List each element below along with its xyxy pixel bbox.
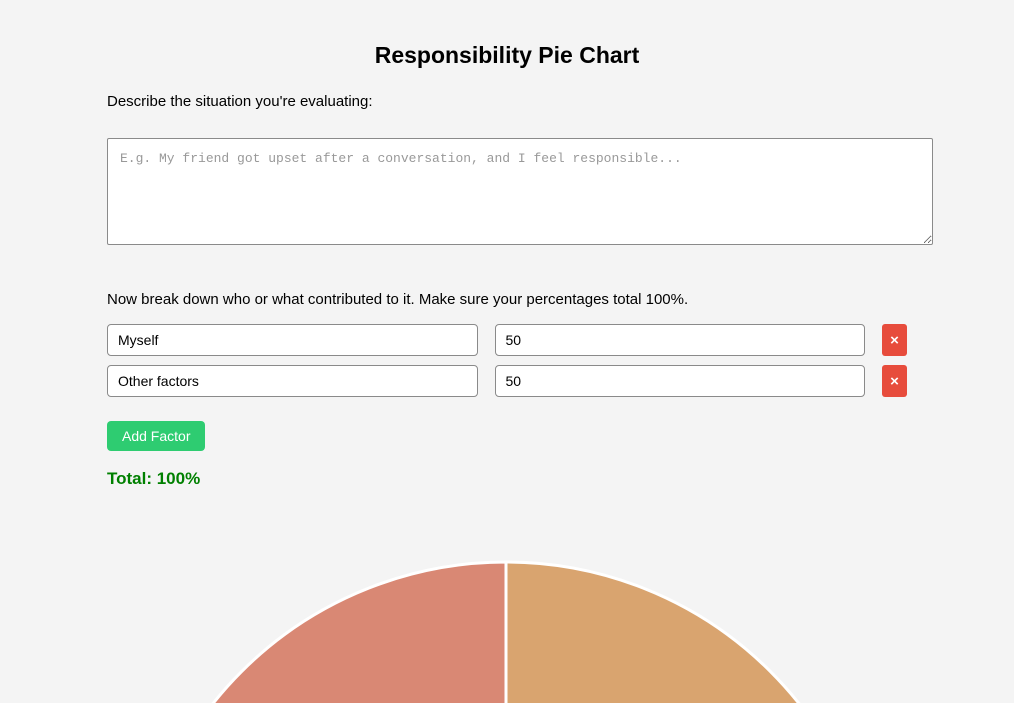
factor-percent-input-2[interactable] [494, 365, 865, 397]
pie-slice-left [211, 560, 508, 703]
remove-factor-button-1[interactable]: × [882, 324, 907, 356]
pie-slice-right [504, 560, 801, 703]
page-title: Responsibility Pie Chart [374, 42, 640, 68]
main-container: Responsibility Pie Chart Describe the si… [107, 42, 933, 489]
factor-name-input-1[interactable] [107, 324, 478, 356]
add-factor-row: Add Factor [107, 421, 907, 451]
situation-textarea[interactable] [107, 138, 933, 245]
factor-name-input-2[interactable] [107, 365, 478, 397]
factor-row: × [107, 365, 907, 397]
situation-label: Describe the situation you're evaluating… [107, 93, 373, 110]
remove-factor-button-2[interactable]: × [882, 365, 907, 397]
total-percentage: Total: 100% [107, 469, 201, 488]
responsibility-pie-chart [211, 560, 801, 703]
factor-percent-input-1[interactable] [494, 324, 865, 356]
factor-row: × [107, 324, 907, 356]
breakdown-instruction: Now break down who or what contributed t… [107, 291, 689, 308]
add-factor-button[interactable]: Add Factor [107, 421, 206, 451]
